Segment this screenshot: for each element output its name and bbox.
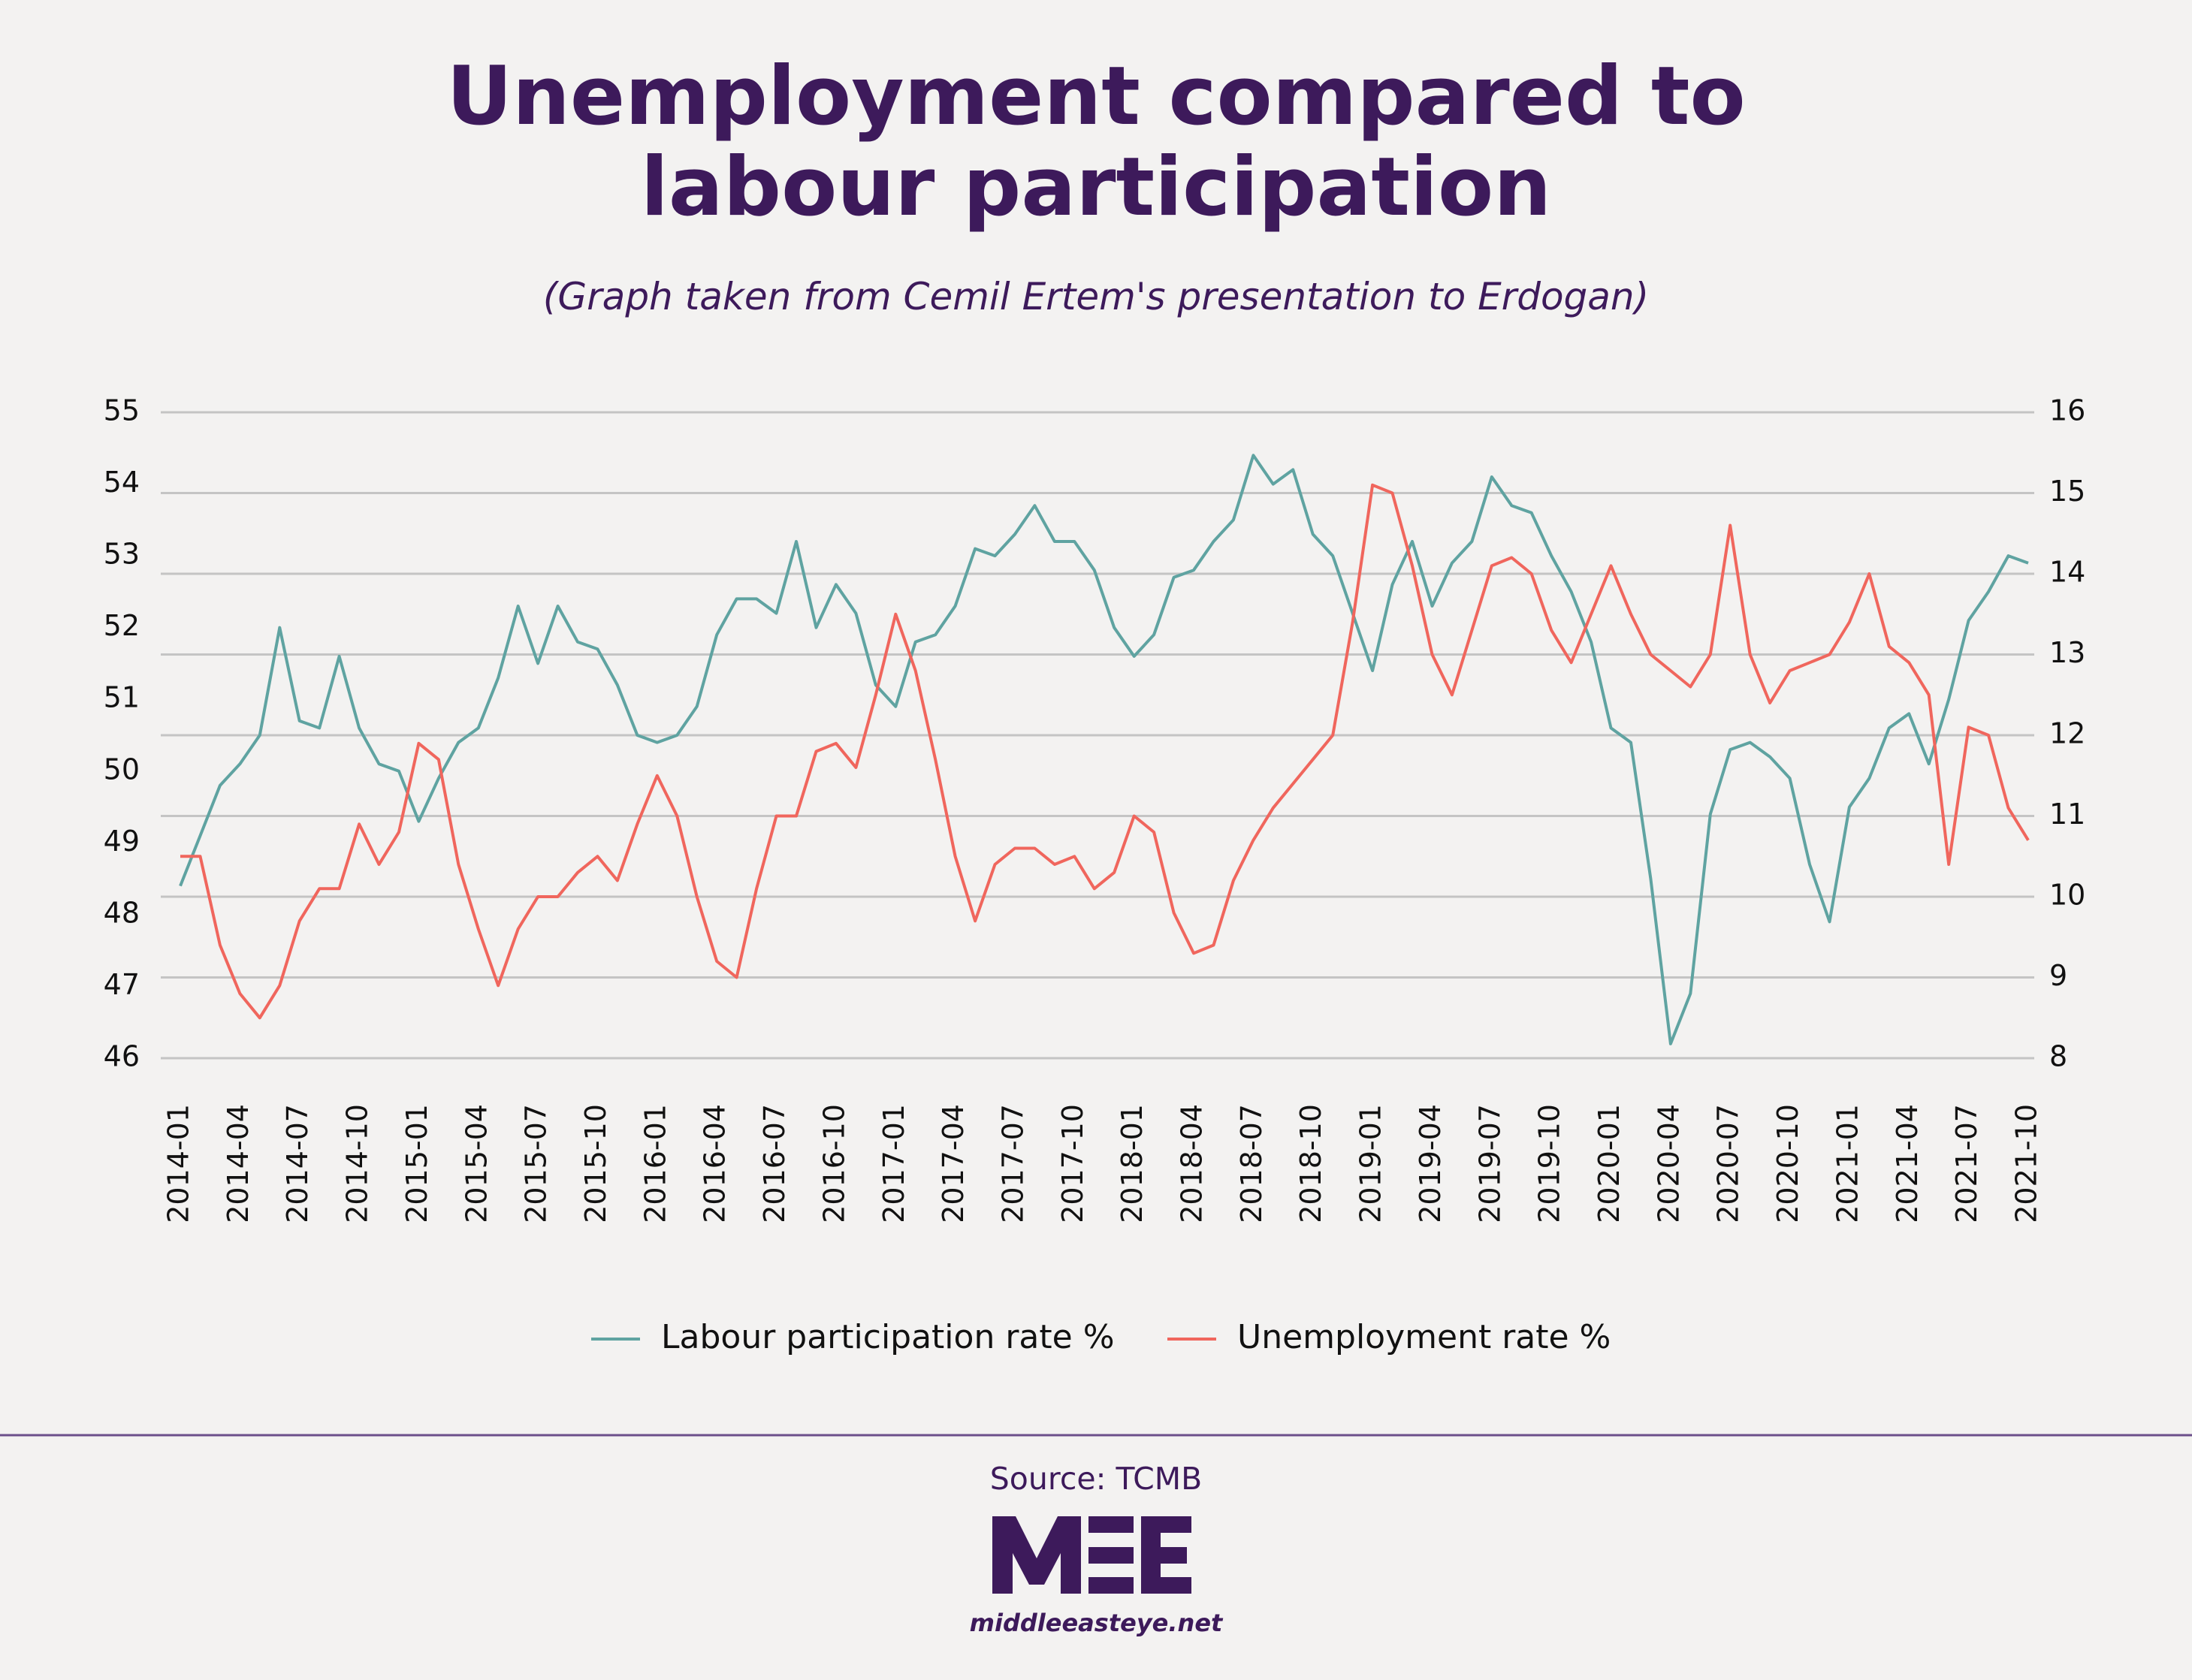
x-tick-label: 2019-10: [1533, 1104, 1566, 1223]
legend-label: Labour participation rate %: [661, 1318, 1115, 1356]
logo-m: [992, 1516, 1081, 1594]
logo-bar: [1088, 1547, 1134, 1564]
chart-title: Unemployment compared to labour particip…: [446, 50, 1746, 234]
x-tick-label: 2014-07: [281, 1104, 314, 1223]
y-tick-label: 52: [104, 609, 140, 642]
y2-tick-label: 9: [2049, 959, 2067, 992]
x-tick-label: 2014-10: [341, 1104, 374, 1223]
x-tick-label: 2015-10: [579, 1104, 612, 1223]
y-tick-label: 48: [104, 896, 140, 929]
x-tick-label: 2016-07: [758, 1104, 791, 1223]
y-tick-label: 51: [104, 681, 140, 714]
y-tick-label: 55: [104, 394, 140, 427]
x-tick-label: 2014-01: [162, 1104, 195, 1223]
x-tick-label: 2018-01: [1116, 1104, 1149, 1223]
y-tick-label: 50: [104, 753, 140, 786]
x-tick-label: 2017-01: [877, 1104, 910, 1223]
y-tick-label: 53: [104, 538, 140, 571]
x-tick-label: 2019-07: [1473, 1104, 1506, 1223]
x-tick-label: 2020-04: [1652, 1104, 1685, 1223]
x-tick-label: 2021-01: [1831, 1104, 1864, 1223]
x-tick-label: 2018-10: [1294, 1104, 1327, 1223]
y2-tick-label: 15: [2049, 475, 2085, 508]
site-url: middleeasteye.net: [969, 1609, 1223, 1637]
logo-bar: [1088, 1577, 1134, 1594]
logo: [992, 1516, 1191, 1594]
x-tick-label: 2017-10: [1056, 1104, 1089, 1223]
x-tick-label: 2021-07: [1950, 1104, 1983, 1223]
x-tick-label: 2018-04: [1176, 1104, 1209, 1223]
chart: 8 9 10 11 12 13 14 15 16 46 47 48 49 50 51 52 53 54 55 2014…: [104, 394, 2086, 1357]
series-line: [179, 454, 2029, 1045]
x-tick-label: 2016-04: [699, 1104, 732, 1223]
x-tick-label: 2015-07: [520, 1104, 553, 1223]
y2-tick-label: 16: [2049, 394, 2085, 427]
x-tick-label: 2020-10: [1771, 1104, 1804, 1223]
x-tick-label: 2015-04: [460, 1104, 493, 1223]
series-line: [180, 483, 2030, 1020]
y2-tick-label: 8: [2049, 1040, 2067, 1073]
x-tick-label: 2014-04: [222, 1104, 255, 1223]
x-tick-label: 2017-07: [996, 1104, 1029, 1223]
y2-tick-label: 13: [2049, 636, 2085, 669]
y-tick-label: 47: [104, 968, 140, 1001]
x-tick-label: 2021-04: [1891, 1104, 1924, 1223]
x-tick-label: 2015-01: [400, 1104, 433, 1223]
x-tick-label: 2020-01: [1593, 1104, 1626, 1223]
logo-e: [1141, 1516, 1191, 1594]
y2-tick-label: 12: [2049, 717, 2085, 750]
x-tick-label: 2020-07: [1712, 1104, 1745, 1223]
y-tick-label: 54: [104, 466, 140, 499]
y2-tick-label: 14: [2049, 556, 2085, 589]
y2-tick-label: 10: [2049, 879, 2085, 912]
y-tick-label: 46: [104, 1040, 140, 1073]
x-tick-label: 2016-01: [639, 1104, 672, 1223]
x-tick-label: 2018-07: [1235, 1104, 1268, 1223]
source: Source: TCMB: [989, 1461, 1203, 1497]
legend-label: Unemployment rate %: [1237, 1318, 1611, 1356]
x-tick-label: 2016-10: [817, 1104, 850, 1223]
x-tick-label: 2019-04: [1414, 1104, 1447, 1223]
logo-bar: [1088, 1516, 1134, 1533]
y2-tick-label: 11: [2049, 798, 2085, 831]
chart-subtitle: (Graph taken from Cemil Ertem's presenta…: [542, 275, 1650, 318]
x-tick-label: 2017-04: [937, 1104, 970, 1223]
x-tick-label: 2019-01: [1354, 1104, 1387, 1223]
y-tick-label: 49: [104, 825, 140, 858]
x-tick-label: 2021-10: [2010, 1104, 2043, 1223]
